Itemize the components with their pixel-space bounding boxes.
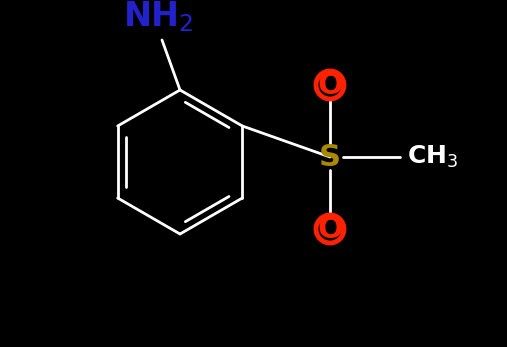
Text: NH$_2$: NH$_2$: [123, 0, 193, 34]
Circle shape: [316, 71, 344, 99]
Text: O: O: [317, 214, 343, 244]
Text: CH$_3$: CH$_3$: [407, 144, 458, 170]
Text: O: O: [317, 70, 343, 100]
Text: S: S: [319, 143, 341, 171]
Circle shape: [316, 215, 344, 243]
